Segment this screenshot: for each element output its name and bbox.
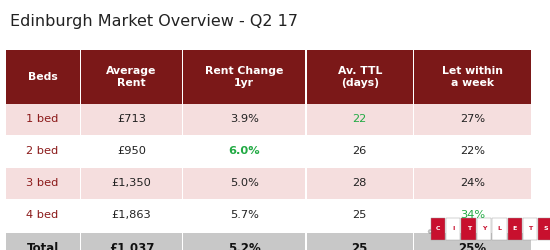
Text: 4 bed: 4 bed xyxy=(26,210,59,220)
Text: Edinburgh Market Overview - Q2 17: Edinburgh Market Overview - Q2 17 xyxy=(10,14,298,29)
Bar xyxy=(6,50,80,104)
Bar xyxy=(81,50,182,104)
Text: 25: 25 xyxy=(353,210,367,220)
Text: 5.7%: 5.7% xyxy=(230,210,258,220)
Text: £1,037: £1,037 xyxy=(109,242,154,250)
Bar xyxy=(81,200,182,231)
Text: Av. TTL
(days): Av. TTL (days) xyxy=(338,66,382,88)
Bar xyxy=(81,104,182,135)
Bar xyxy=(477,218,491,240)
Bar xyxy=(307,50,412,104)
Text: T: T xyxy=(466,226,471,231)
Text: 3.9%: 3.9% xyxy=(230,114,258,124)
Text: £950: £950 xyxy=(117,146,146,156)
Text: 6.0%: 6.0% xyxy=(228,146,260,156)
Bar xyxy=(6,200,80,231)
Bar xyxy=(183,200,305,231)
Text: Average
Rent: Average Rent xyxy=(106,66,157,88)
Text: 1 bed: 1 bed xyxy=(26,114,59,124)
Text: E: E xyxy=(513,226,517,231)
Text: I: I xyxy=(452,226,454,231)
Text: Rent Change
1yr: Rent Change 1yr xyxy=(205,66,283,88)
Text: 28: 28 xyxy=(353,178,367,188)
Bar xyxy=(183,136,305,167)
Text: £1,863: £1,863 xyxy=(112,210,151,220)
Bar xyxy=(6,104,80,135)
Text: S: S xyxy=(543,226,548,231)
Text: T: T xyxy=(528,226,532,231)
Bar xyxy=(6,168,80,199)
Text: £713: £713 xyxy=(117,114,146,124)
Bar xyxy=(307,200,412,231)
Text: 3 bed: 3 bed xyxy=(26,178,59,188)
Bar xyxy=(81,233,182,250)
Bar xyxy=(508,218,522,240)
Bar xyxy=(81,136,182,167)
Bar xyxy=(461,218,476,240)
Bar xyxy=(414,233,531,250)
Bar xyxy=(414,104,531,135)
Text: 5.2%: 5.2% xyxy=(228,242,261,250)
Bar xyxy=(414,136,531,167)
Bar xyxy=(307,168,412,199)
Text: 22%: 22% xyxy=(460,146,485,156)
Text: 25: 25 xyxy=(351,242,368,250)
Bar xyxy=(6,136,80,167)
Text: 22: 22 xyxy=(353,114,367,124)
Bar xyxy=(446,218,460,240)
Bar xyxy=(307,233,412,250)
Bar xyxy=(183,104,305,135)
Bar xyxy=(307,136,412,167)
Bar xyxy=(6,233,80,250)
Bar xyxy=(307,104,412,135)
Text: 2 bed: 2 bed xyxy=(26,146,59,156)
Text: Y: Y xyxy=(482,226,486,231)
Text: 25%: 25% xyxy=(458,242,487,250)
Bar xyxy=(183,168,305,199)
Text: 34%: 34% xyxy=(460,210,485,220)
Bar xyxy=(414,168,531,199)
Bar xyxy=(414,50,531,104)
Text: 24%: 24% xyxy=(460,178,485,188)
Bar xyxy=(523,218,537,240)
Text: Total: Total xyxy=(26,242,59,250)
Text: L: L xyxy=(497,226,502,231)
Text: ©: © xyxy=(426,230,432,235)
Text: £1,350: £1,350 xyxy=(112,178,151,188)
Bar xyxy=(538,218,550,240)
Bar xyxy=(183,233,305,250)
Bar xyxy=(414,200,531,231)
Bar xyxy=(492,218,507,240)
Text: 27%: 27% xyxy=(460,114,485,124)
Text: Let within
a week: Let within a week xyxy=(442,66,503,88)
Text: 26: 26 xyxy=(353,146,367,156)
Bar xyxy=(431,218,445,240)
Bar xyxy=(183,50,305,104)
Text: C: C xyxy=(436,226,440,231)
Bar xyxy=(81,168,182,199)
Text: Beds: Beds xyxy=(28,72,58,82)
Text: 5.0%: 5.0% xyxy=(230,178,258,188)
